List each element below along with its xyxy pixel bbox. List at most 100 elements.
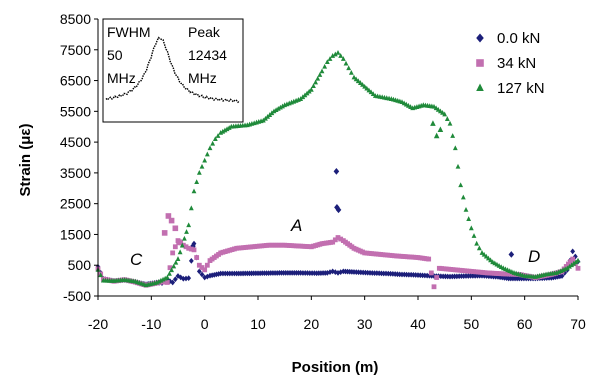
data-point-outlier: [437, 126, 444, 133]
y-tick-label: 1500: [60, 226, 91, 242]
data-point-outlier: [433, 132, 440, 139]
data-point: [488, 257, 493, 263]
y-tick-label: 6500: [60, 73, 91, 89]
data-point: [167, 265, 173, 271]
data-point: [167, 270, 172, 276]
data-point: [191, 247, 197, 253]
y-tick-label: 5500: [60, 103, 91, 119]
data-point: [311, 83, 316, 89]
data-point: [186, 275, 192, 282]
legend-marker: [476, 83, 484, 92]
y-tick-label: 3500: [60, 165, 91, 181]
data-point: [575, 265, 581, 271]
data-point: [188, 246, 194, 252]
data-point: [468, 225, 474, 231]
data-point: [567, 263, 572, 269]
data-point: [366, 87, 372, 93]
data-point: [340, 56, 346, 61]
x-tick-label: 0: [201, 316, 209, 332]
data-point: [335, 270, 341, 276]
data-point: [271, 108, 277, 114]
data-point: [568, 259, 573, 264]
data-point: [260, 117, 266, 123]
data-point: [196, 268, 202, 275]
data-point: [204, 262, 210, 268]
data-point: [196, 262, 202, 268]
data-point: [194, 179, 200, 185]
x-tick-label: 40: [410, 316, 426, 332]
data-point: [444, 116, 450, 121]
data-point: [460, 194, 466, 200]
data-point: [481, 272, 487, 279]
x-tick-label: 50: [464, 316, 480, 332]
y-tick-labels: -500 500 1500 2500 3500 4500 5500 6500 7500 8500: [60, 11, 91, 304]
data-point: [355, 78, 361, 84]
x-axis-title: Position (m): [292, 359, 379, 376]
data-point: [571, 260, 577, 266]
data-point: [450, 133, 456, 138]
data-point: [214, 271, 219, 278]
data-point: [428, 270, 434, 276]
data-point: [273, 107, 279, 113]
data-point: [183, 244, 189, 250]
y-tick-label: 500: [68, 257, 92, 273]
data-point: [452, 145, 458, 151]
y-tick-label: 2500: [60, 196, 91, 212]
data-point: [170, 250, 176, 256]
annotation-a: A: [290, 216, 302, 235]
data-point: [98, 272, 104, 278]
data-point: [265, 113, 270, 119]
data-point: [278, 104, 283, 110]
data-point: [202, 267, 208, 273]
data-point: [308, 86, 314, 92]
annotation-d: D: [528, 247, 540, 266]
data-point: [332, 51, 338, 57]
y-tick-label: 8500: [60, 11, 91, 27]
data-point: [322, 63, 328, 69]
data-point: [346, 65, 352, 71]
data-point: [212, 136, 218, 141]
data-point: [330, 53, 336, 58]
data-point: [196, 170, 202, 175]
data-point: [218, 129, 224, 135]
data-point: [360, 81, 365, 87]
data-point: [300, 94, 306, 100]
data-point: [479, 250, 485, 255]
data-point: [327, 56, 333, 61]
data-point: [563, 264, 569, 269]
data-point: [317, 72, 323, 77]
data-point-outlier: [334, 204, 340, 211]
data-point: [220, 128, 226, 134]
data-point: [280, 103, 285, 109]
data-point: [191, 188, 197, 194]
data-point: [226, 125, 232, 130]
data-point-outlier: [333, 167, 340, 175]
data-point: [338, 236, 344, 242]
data-point: [180, 275, 186, 282]
x-tick-label: 60: [517, 316, 533, 332]
data-point-outlier: [176, 239, 182, 245]
data-point: [179, 242, 185, 248]
data-point-outlier: [172, 225, 179, 232]
data-point: [434, 275, 440, 280]
data-point: [335, 49, 341, 55]
data-point: [222, 127, 228, 133]
y-tick-label: 7500: [60, 42, 91, 58]
data-point-outlier: [168, 217, 175, 224]
inset-fwhm-unit: MHz: [107, 70, 136, 86]
data-point: [188, 205, 194, 211]
data-point: [335, 235, 341, 240]
data-point: [570, 248, 576, 255]
data-point: [575, 257, 581, 263]
data-point: [330, 239, 336, 245]
data-point: [564, 265, 570, 271]
data-point: [204, 151, 210, 157]
data-point: [343, 60, 349, 66]
data-point: [199, 271, 205, 278]
legend-label: 0.0 kN: [497, 30, 540, 47]
data-point: [171, 263, 177, 269]
y-axis-title: Strain (με): [17, 124, 34, 197]
data-point: [324, 59, 330, 65]
y-tick-label: -500: [63, 288, 91, 304]
x-tick-labels: -20 -10 0 10 20 30 40 50 60 70: [88, 316, 586, 332]
